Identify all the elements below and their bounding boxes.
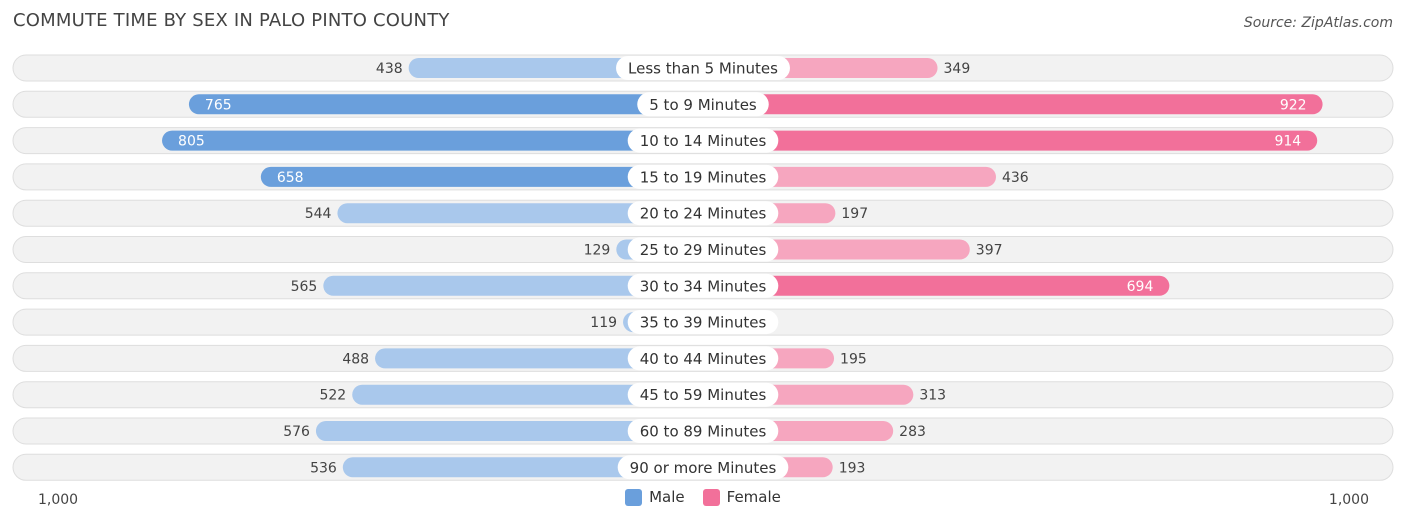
male-value-label: 438 — [376, 61, 403, 77]
chart-row: 576 283 60 to 89 Minutes — [12, 417, 1394, 445]
female-value-label: 313 — [919, 388, 946, 404]
category-pill — [627, 310, 779, 335]
category-label: 35 to 39 Minutes — [640, 314, 767, 332]
legend-item-female: Female — [702, 488, 781, 506]
female-value-label: 914 — [1274, 134, 1301, 150]
category-label: 10 to 14 Minutes — [640, 132, 767, 150]
category-pill — [627, 201, 779, 226]
male-value-label: 805 — [178, 134, 205, 150]
female-value-label: 397 — [976, 243, 1003, 259]
category-label: 5 to 9 Minutes — [649, 96, 757, 114]
female-bar — [703, 275, 1170, 296]
legend-label-female: Female — [726, 488, 781, 506]
chart-row: 765 922 5 to 9 Minutes — [12, 90, 1394, 118]
chart-row: 522 313 45 to 59 Minutes — [12, 381, 1394, 409]
legend: Male Female — [0, 488, 1406, 506]
male-value-label: 576 — [283, 424, 310, 440]
category-pill — [627, 273, 779, 298]
male-value-label: 565 — [291, 279, 318, 295]
chart-row: 536 193 90 or more Minutes — [12, 453, 1394, 481]
category-pill — [627, 419, 779, 443]
female-value-label: 694 — [1127, 279, 1154, 295]
category-pill — [627, 128, 779, 153]
category-label: 20 to 24 Minutes — [640, 205, 767, 223]
category-label: 90 or more Minutes — [630, 459, 777, 477]
category-label: 15 to 19 Minutes — [640, 168, 767, 186]
female-value-label: 195 — [840, 351, 867, 367]
axis-label-right: 1,000 — [1329, 492, 1369, 508]
category-pill — [627, 164, 779, 189]
female-bar — [703, 130, 1318, 151]
category-pill — [627, 382, 779, 407]
male-value-label: 488 — [342, 351, 369, 367]
female-value-label: 193 — [839, 460, 866, 476]
legend-swatch-female — [702, 488, 720, 506]
male-bar — [315, 421, 703, 441]
male-bar — [342, 457, 703, 478]
chart-row: 658 436 15 to 19 Minutes — [12, 163, 1394, 191]
male-value-label: 522 — [319, 388, 346, 404]
category-pill — [616, 56, 790, 80]
category-label: 25 to 29 Minutes — [640, 241, 767, 259]
chart-row: 565 694 30 to 34 Minutes — [12, 272, 1394, 300]
legend-label-male: Male — [649, 488, 685, 506]
category-label: 60 to 89 Minutes — [640, 423, 767, 441]
female-value-label: 283 — [899, 424, 926, 440]
female-bar — [703, 94, 1323, 115]
chart-row: 129 397 25 to 29 Minutes — [12, 236, 1394, 263]
male-bar — [188, 94, 704, 115]
legend-swatch-male — [625, 488, 643, 506]
category-pill — [627, 346, 779, 371]
category-pill — [637, 92, 769, 117]
male-bar — [375, 348, 703, 369]
category-label: 40 to 44 Minutes — [640, 350, 767, 368]
female-value-label: 349 — [944, 61, 971, 77]
category-pill — [617, 455, 789, 480]
male-value-label: 119 — [590, 315, 617, 331]
male-bar — [337, 203, 703, 224]
chart-title: COMMUTE TIME BY SEX IN PALO PINTO COUNTY — [13, 10, 450, 31]
chart-row: 1195335 to 39 Minutes — [12, 308, 1394, 336]
female-value-label: 436 — [1002, 170, 1029, 186]
category-label: 45 to 59 Minutes — [640, 386, 767, 404]
axis-label-left: 1,000 — [38, 492, 78, 508]
male-value-label: 544 — [305, 206, 332, 222]
female-value-label: 197 — [841, 206, 868, 222]
male-value-label: 129 — [584, 243, 611, 259]
male-bar — [162, 130, 704, 151]
male-value-label: 536 — [310, 460, 337, 476]
female-value-label: 922 — [1280, 97, 1307, 113]
male-value-label: 765 — [205, 97, 232, 113]
chart-row: 438 349 Less than 5 Minutes — [12, 54, 1394, 82]
legend-item-male: Male — [625, 488, 685, 506]
male-bar — [323, 275, 703, 296]
male-value-label: 658 — [277, 170, 304, 186]
category-pill — [627, 237, 779, 262]
source-note: Source: ZipAtlas.com — [1243, 15, 1393, 31]
chart-row: 488 195 40 to 44 Minutes — [12, 344, 1394, 372]
male-bar — [352, 384, 703, 405]
male-bar — [260, 166, 703, 187]
category-label: Less than 5 Minutes — [628, 60, 778, 78]
chart-row: 805 914 10 to 14 Minutes — [12, 127, 1394, 155]
category-label: 30 to 34 Minutes — [640, 277, 767, 295]
chart-row: 544 197 20 to 24 Minutes — [12, 199, 1394, 227]
